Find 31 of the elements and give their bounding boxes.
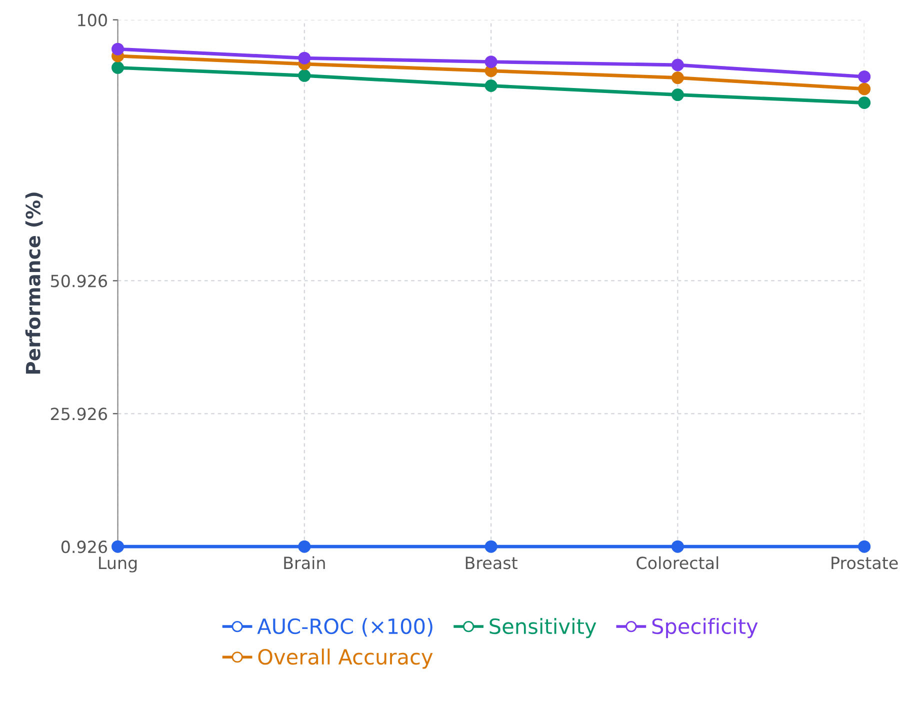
legend-label: Overall Accuracy (258, 648, 433, 669)
point (484, 56, 498, 68)
y-tick-label: 50.926 (51, 274, 108, 288)
point (671, 58, 684, 72)
x-tick-label: Breast (466, 556, 518, 570)
y-axis-title: Performance (%) (25, 192, 43, 374)
point (112, 540, 124, 553)
point (484, 540, 498, 553)
point (112, 61, 124, 74)
x-tick-label: Brain (284, 556, 325, 570)
point (298, 69, 311, 82)
legend-label: Sensitivity (490, 618, 596, 638)
point (858, 96, 871, 110)
point (112, 42, 124, 56)
x-tick-label: Lung (99, 556, 137, 572)
point (671, 88, 684, 102)
x-tick-label: Prostate (832, 556, 898, 570)
point (484, 80, 498, 92)
point (298, 540, 311, 553)
point (858, 82, 871, 96)
point (858, 540, 871, 553)
x-tick-label: Colorectal (636, 556, 718, 570)
legend-label: AUC-ROC (×100) (257, 618, 432, 637)
point (858, 70, 871, 83)
y-tick-label: 0.926 (61, 540, 108, 554)
point (298, 52, 311, 64)
point (671, 540, 684, 553)
point (671, 72, 684, 84)
y-tick-label: 100 (78, 14, 107, 26)
y-tick-label: 25.926 (50, 408, 108, 420)
legend-label: Specificity (652, 618, 758, 638)
